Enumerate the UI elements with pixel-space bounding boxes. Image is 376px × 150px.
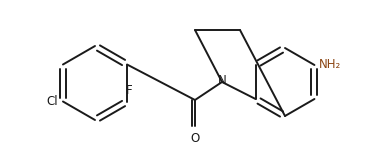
Text: O: O <box>190 132 200 145</box>
Text: F: F <box>126 84 132 98</box>
Text: NH₂: NH₂ <box>318 58 341 72</box>
Text: Cl: Cl <box>46 95 58 108</box>
Text: N: N <box>218 75 226 87</box>
